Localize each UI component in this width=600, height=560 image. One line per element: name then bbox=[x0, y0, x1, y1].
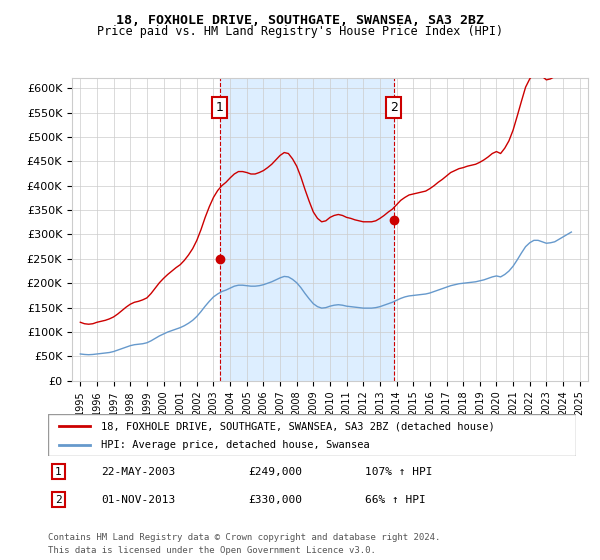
Text: 107% ↑ HPI: 107% ↑ HPI bbox=[365, 466, 432, 477]
Text: 66% ↑ HPI: 66% ↑ HPI bbox=[365, 494, 425, 505]
Text: This data is licensed under the Open Government Licence v3.0.: This data is licensed under the Open Gov… bbox=[48, 546, 376, 555]
Text: 01-NOV-2013: 01-NOV-2013 bbox=[101, 494, 175, 505]
Text: 1: 1 bbox=[55, 466, 62, 477]
Text: 18, FOXHOLE DRIVE, SOUTHGATE, SWANSEA, SA3 2BZ: 18, FOXHOLE DRIVE, SOUTHGATE, SWANSEA, S… bbox=[116, 14, 484, 27]
FancyBboxPatch shape bbox=[48, 414, 576, 456]
Text: HPI: Average price, detached house, Swansea: HPI: Average price, detached house, Swan… bbox=[101, 440, 370, 450]
Bar bbox=[220, 78, 394, 381]
Text: 22-MAY-2003: 22-MAY-2003 bbox=[101, 466, 175, 477]
Text: 1: 1 bbox=[216, 101, 224, 114]
Text: 18, FOXHOLE DRIVE, SOUTHGATE, SWANSEA, SA3 2BZ (detached house): 18, FOXHOLE DRIVE, SOUTHGATE, SWANSEA, S… bbox=[101, 421, 494, 431]
Text: 2: 2 bbox=[55, 494, 62, 505]
Text: Price paid vs. HM Land Registry's House Price Index (HPI): Price paid vs. HM Land Registry's House … bbox=[97, 25, 503, 38]
Text: £249,000: £249,000 bbox=[248, 466, 302, 477]
Text: Contains HM Land Registry data © Crown copyright and database right 2024.: Contains HM Land Registry data © Crown c… bbox=[48, 533, 440, 542]
Text: 2: 2 bbox=[390, 101, 398, 114]
Text: £330,000: £330,000 bbox=[248, 494, 302, 505]
